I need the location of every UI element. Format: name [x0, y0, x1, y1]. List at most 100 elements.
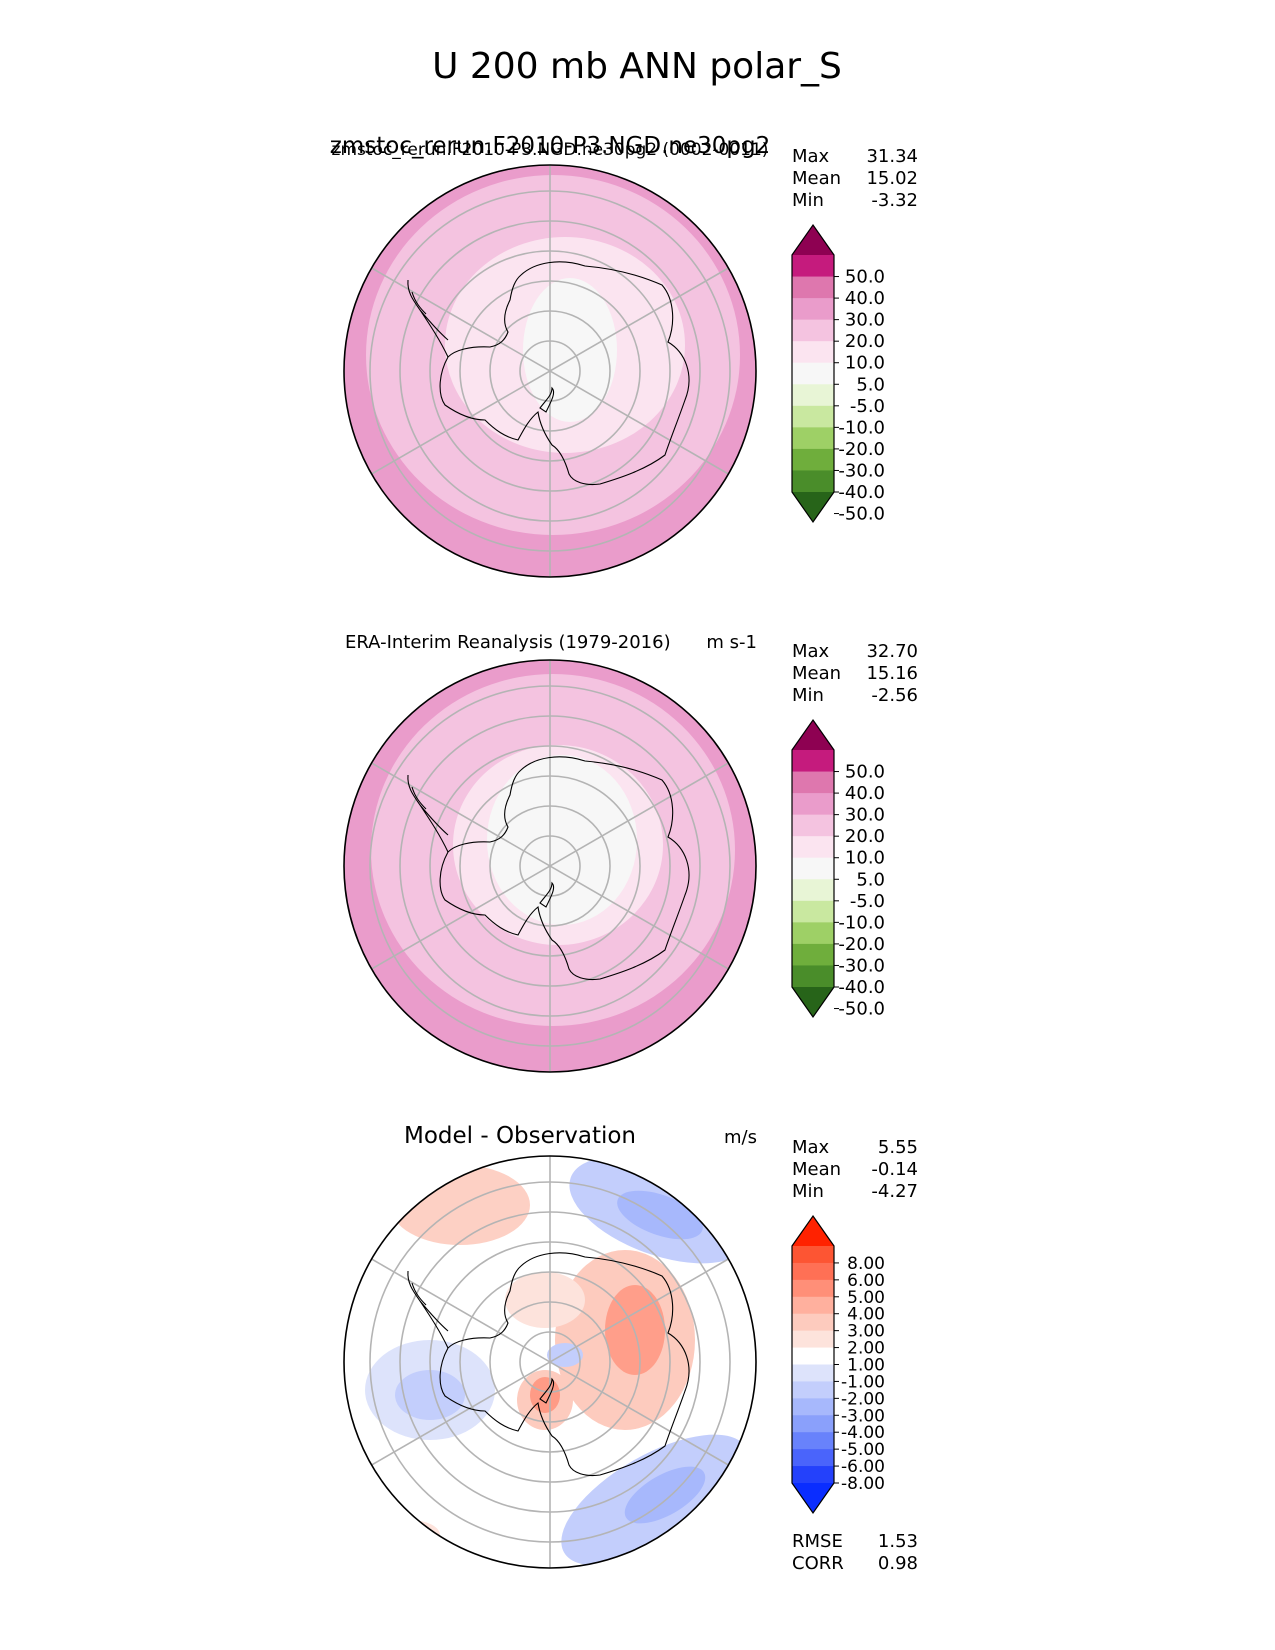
colorbar-tick-label: 5.00	[847, 1288, 885, 1308]
colorbar-extend-max	[792, 1216, 834, 1246]
model-stat-min-label: Min	[792, 190, 824, 211]
colorbar-tick-label: 40.0	[845, 783, 885, 804]
panel-obs-title: ERA-Interim Reanalysis (1979-2016)	[345, 632, 671, 653]
colorbar-tick-label: -50.0	[838, 999, 885, 1020]
colorbar-segment	[792, 943, 834, 966]
colorbar-tick-label: -8.00	[841, 1474, 885, 1494]
model-band-neg5-5	[523, 278, 617, 422]
obs-stat-max-label: Max	[792, 641, 830, 662]
colorbar-segment	[792, 1347, 834, 1365]
colorbar-segment	[792, 879, 834, 902]
colorbar-outline	[791, 223, 835, 524]
colorbar-tick-label: -30.0	[838, 460, 885, 481]
colorbar-segment	[792, 965, 834, 988]
model-stat-max-label: Max	[792, 146, 830, 167]
obs-map-border	[343, 659, 757, 1073]
colorbar-segment	[792, 1330, 834, 1349]
colorbar-segment	[792, 793, 834, 816]
diff-rmse-label: RMSE	[792, 1531, 843, 1552]
panel-difference: Model - Observation m/s	[343, 1123, 918, 1574]
panel-diff-map	[344, 1156, 756, 1568]
colorbar-segment	[792, 1279, 834, 1298]
colorbar-tick-label: -30.0	[838, 955, 885, 976]
colorbar-segment	[792, 750, 834, 773]
colorbar-tick-label: -1.00	[841, 1372, 885, 1392]
colorbar-tick-label: 8.00	[847, 1254, 885, 1274]
colorbar-tick-label: -4.00	[841, 1423, 885, 1443]
panel-model-subtitle: zmstoc_rerun.F2010-P3.NGD.ne30pg2 (0002-…	[332, 140, 769, 160]
model-stat-mean-label: Mean	[792, 168, 841, 189]
obs-stat-mean-label: Mean	[792, 663, 841, 684]
diff-corr-value: 0.98	[878, 1553, 918, 1574]
obs-antarctica-coastline	[407, 756, 690, 981]
diff-neg-left-core	[395, 1370, 465, 1420]
colorbar-tick-label: -10.0	[838, 912, 885, 933]
colorbar-outline	[791, 718, 835, 1019]
diff-stat-mean-label: Mean	[792, 1159, 841, 1180]
colorbar-tick-label: 20.0	[845, 331, 885, 352]
obs-stat-max-value: 32.70	[866, 641, 918, 662]
diff-metrics: RMSE 1.53 CORR 0.98	[792, 1531, 918, 1574]
colorbar-segment	[792, 405, 834, 428]
panel-model: zmstoc_rerun.F2010-P3.NGD.ne30pg2 zmstoc…	[330, 133, 918, 578]
panel-diff-units: m/s	[724, 1127, 757, 1148]
colorbar-tick-label: -10.0	[838, 417, 885, 438]
colorbar-extend-max	[792, 225, 834, 255]
colorbar-tick-label: -50.0	[838, 504, 885, 525]
colorbar-tick-label: 3.00	[847, 1322, 885, 1342]
diff-stat-max-label: Max	[792, 1137, 830, 1158]
obs-stat-min-label: Min	[792, 685, 824, 706]
model-stats: Max 31.34 Mean 15.02 Min -3.32	[792, 146, 918, 211]
model-colorbar: 50.040.030.020.010.05.0-5.0-10.0-20.0-30…	[791, 223, 885, 525]
panel-obs-units: m s-1	[706, 632, 757, 653]
colorbar-segment	[792, 448, 834, 471]
diff-colorbar: 8.006.005.004.003.002.001.00-1.00-2.00-3…	[791, 1214, 885, 1515]
diff-map-border	[343, 1155, 757, 1569]
colorbar-tick-label: -2.00	[841, 1389, 885, 1409]
colorbar-tick-label: 1.00	[847, 1356, 885, 1376]
colorbar-segment	[792, 1262, 834, 1281]
model-stat-mean-value: 15.02	[866, 168, 918, 189]
diff-rmse-value: 1.53	[878, 1531, 918, 1552]
colorbar-segment	[792, 298, 834, 321]
diff-pos-center-right-core	[605, 1285, 665, 1375]
colorbar-segment	[792, 1466, 834, 1484]
colorbar-tick-label: 20.0	[845, 826, 885, 847]
panel-diff-title: Model - Observation	[404, 1123, 636, 1149]
colorbar-segment	[792, 857, 834, 880]
diff-neg-upper-right-core	[617, 1190, 703, 1240]
diff-corr-label: CORR	[792, 1553, 844, 1574]
colorbar-tick-label: 6.00	[847, 1271, 885, 1291]
colorbar-tick-label: 30.0	[845, 310, 885, 331]
diff-graticule	[369, 1156, 731, 1568]
colorbar-tick-label: 10.0	[845, 353, 885, 374]
colorbar-tick-label: 30.0	[845, 805, 885, 826]
colorbar-segment	[792, 1364, 834, 1382]
diff-pos-center	[505, 1272, 585, 1328]
colorbar-segment	[792, 384, 834, 407]
colorbar-tick-label: -5.00	[841, 1440, 885, 1460]
colorbar-segment	[792, 1398, 834, 1416]
diff-stats: Max 5.55 Mean -0.14 Min -4.27	[792, 1137, 918, 1202]
colorbar-outline	[791, 1214, 835, 1515]
colorbar-tick-label: -20.0	[838, 934, 885, 955]
figure-title: U 200 mb ANN polar_S	[432, 46, 842, 87]
model-stat-min-value: -3.32	[871, 190, 918, 211]
colorbar-tick-label: -3.00	[841, 1406, 885, 1426]
panel-model-title: zmstoc_rerun.F2010-P3.NGD.ne30pg2	[330, 133, 770, 159]
colorbar-tick-label: 10.0	[845, 848, 885, 869]
colorbar-tick-label: 50.0	[845, 267, 885, 288]
colorbar-tick-label: -6.00	[841, 1457, 885, 1477]
diff-stat-mean-value: -0.14	[871, 1159, 918, 1180]
colorbar-segment	[792, 1381, 834, 1399]
obs-stat-mean-value: 15.16	[866, 663, 918, 684]
diff-pos-lower-left	[380, 1520, 440, 1550]
colorbar-tick-label: 2.00	[847, 1339, 885, 1359]
obs-stat-min-value: -2.56	[871, 685, 918, 706]
obs-colorbar: 50.040.030.020.010.05.0-5.0-10.0-20.0-30…	[791, 718, 885, 1020]
diff-antarctica-coastline	[407, 1252, 690, 1477]
colorbar-extend-min	[792, 1483, 834, 1513]
diff-stat-max-value: 5.55	[878, 1137, 918, 1158]
colorbar-segment	[792, 427, 834, 450]
